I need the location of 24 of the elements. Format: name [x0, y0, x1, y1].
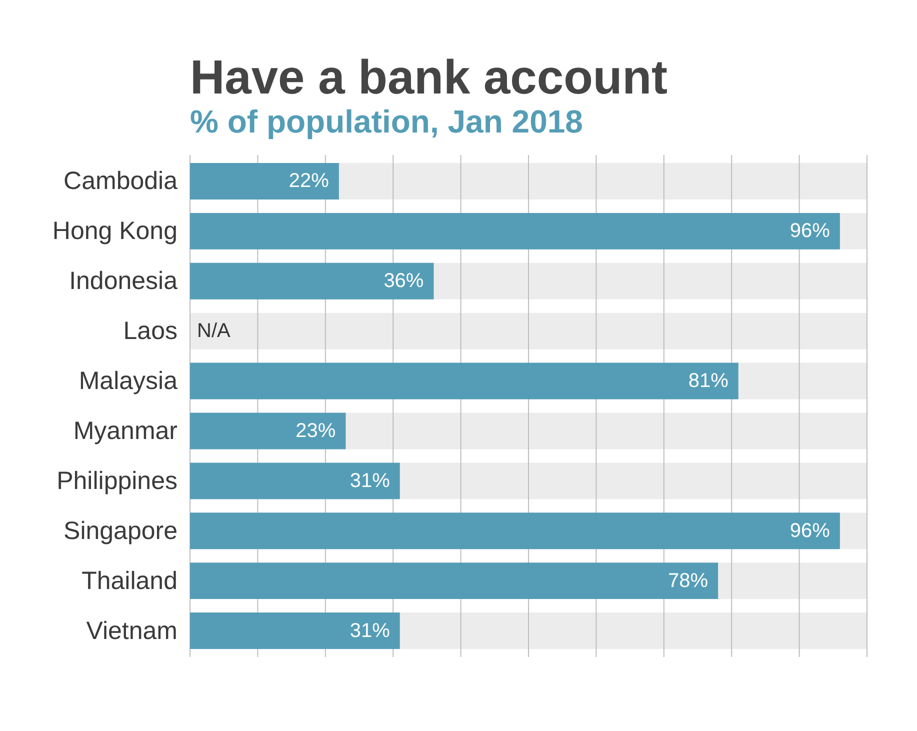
data-label: 96% — [790, 520, 830, 542]
y-tick-label: Cambodia — [64, 167, 178, 196]
y-tick-label: Singapore — [64, 516, 178, 545]
y-tick-label: Indonesia — [69, 267, 178, 296]
bar — [190, 162, 339, 200]
data-label: 36% — [384, 270, 424, 292]
data-label: 31% — [350, 620, 390, 642]
y-tick-label: Myanmar — [73, 416, 178, 445]
y-tick-label: Malaysia — [78, 367, 178, 396]
data-label: 96% — [790, 220, 830, 242]
data-label: 78% — [668, 570, 708, 592]
y-tick-label: Thailand — [82, 566, 178, 595]
chart-subtitle: % of population, Jan 2018 — [190, 104, 583, 140]
data-label: 23% — [296, 420, 336, 442]
bar — [190, 412, 346, 450]
y-tick-label: Laos — [123, 317, 178, 346]
text: N/A — [197, 320, 230, 342]
data-label: 22% — [288, 170, 330, 192]
y-tick-label: Hong Kong — [52, 217, 178, 246]
y-tick-label: Vietnam — [86, 616, 178, 645]
data-label: 31% — [350, 470, 390, 492]
data-label: 81% — [688, 370, 729, 392]
y-tick-label: Philippines — [56, 466, 178, 495]
chart-title: Have a bank account — [190, 52, 668, 104]
